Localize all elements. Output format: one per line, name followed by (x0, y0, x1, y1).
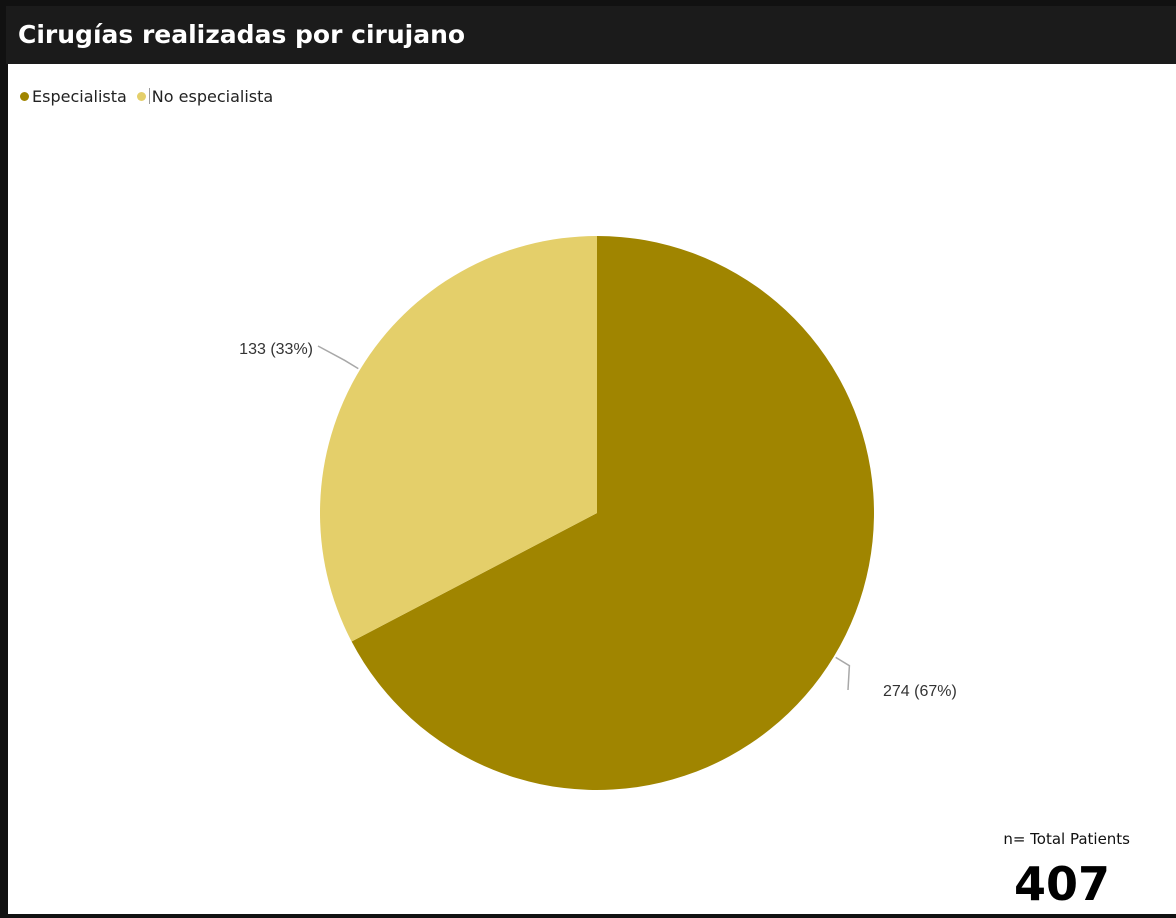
legend-item-no-especialista[interactable]: No especialista (136, 86, 274, 106)
data-label-especialista: 274 (67%) (883, 683, 957, 700)
legend-label-no-especialista: No especialista (151, 86, 274, 106)
chart-legend: Especialista No especialista (20, 85, 283, 107)
legend-marker-especialista (20, 91, 29, 101)
total-caption: n= Total Patients (1003, 830, 1130, 848)
title-bar: Cirugías realizadas por cirujano (6, 6, 1176, 64)
legend-item-especialista[interactable]: Especialista (20, 87, 127, 106)
leader-line-no-especialista (317, 345, 359, 370)
page-title: Cirugías realizadas por cirujano (18, 20, 466, 49)
leader-line-especialista (835, 656, 851, 691)
legend-marker-no-especialista (136, 91, 146, 101)
pie-slice-especialista[interactable] (351, 236, 874, 790)
legend-separator (148, 88, 150, 104)
pie-slice-no-especialista[interactable] (319, 235, 597, 642)
total-value: 407 (1013, 857, 1110, 911)
data-label-no-especialista: 133 (33%) (239, 341, 313, 358)
legend-label-especialista: Especialista (32, 86, 127, 106)
